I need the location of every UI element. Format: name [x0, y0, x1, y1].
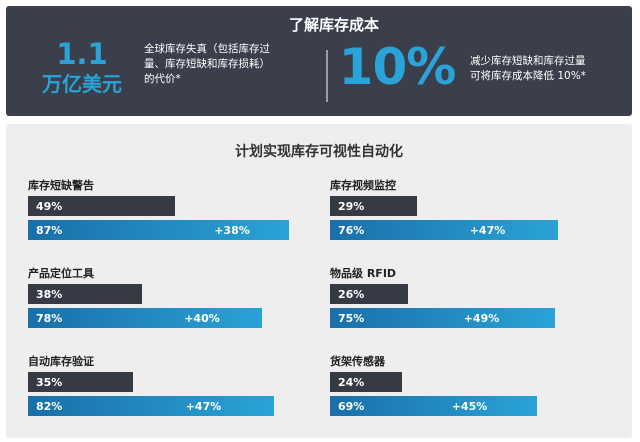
current-bar — [28, 196, 175, 216]
planned-value-label: 82% — [36, 400, 62, 413]
planned-value-label: 87% — [36, 224, 62, 237]
category-label: 库存视频监控 — [330, 178, 396, 192]
current-value-label: 49% — [36, 200, 62, 213]
increase-label: +49% — [464, 312, 500, 325]
chart-panel: 计划实现库存可视性自动化 库存短缺警告 49% 87% +38% 产品定位工具 38% 78… — [6, 124, 632, 438]
global-cost-description: 全球库存失真（包括库存过 量、库存短缺和库存损耗） 的代价* — [144, 42, 316, 87]
chart-title: 计划实现库存可视性自动化 — [235, 144, 403, 160]
global-cost-description-line: 全球库存失真（包括库存过 — [144, 43, 270, 55]
automation-bar-chart: 库存短缺警告 49% 87% +38% 产品定位工具 38% 78% +40% 自动库存验证 35… — [28, 178, 558, 416]
current-bar — [330, 196, 417, 216]
global-cost-value: 1.1 — [56, 37, 108, 71]
current-bar — [330, 372, 402, 392]
category-label: 产品定位工具 — [28, 266, 94, 280]
planned-bar — [330, 396, 537, 416]
category-label: 库存短缺警告 — [28, 178, 94, 192]
planned-bar — [330, 308, 555, 328]
current-value-label: 35% — [36, 376, 62, 389]
increase-label: +45% — [452, 400, 488, 413]
current-bar — [28, 372, 133, 392]
summary-divider — [326, 50, 328, 102]
planned-bar — [330, 220, 558, 240]
current-value-label: 26% — [338, 288, 364, 301]
summary-panel: 了解库存成本 1.1 万亿美元 全球库存失真（包括库存过 量、库存短缺和库存损耗… — [6, 6, 632, 116]
current-value-label: 24% — [338, 376, 364, 389]
planned-bar — [28, 220, 289, 240]
cost-reduction-description-line: 减少库存短缺和库存过量 — [470, 55, 586, 67]
cost-reduction-description: 减少库存短缺和库存过量 可将库存成本降低 10%* — [470, 54, 630, 84]
category-label: 自动库存验证 — [28, 354, 94, 368]
planned-bar — [28, 396, 274, 416]
planned-value-label: 69% — [338, 400, 364, 413]
planned-value-label: 76% — [338, 224, 364, 237]
category-label: 货架传感器 — [329, 354, 386, 368]
current-bar — [330, 284, 408, 304]
planned-bar — [28, 308, 262, 328]
planned-value-label: 75% — [338, 312, 364, 325]
cost-reduction-value: 10% — [338, 38, 457, 96]
increase-label: +40% — [184, 312, 220, 325]
increase-label: +47% — [470, 224, 506, 237]
current-value-label: 29% — [338, 200, 364, 213]
increase-label: +38% — [214, 224, 250, 237]
global-cost-description-line: 量、库存短缺和库存损耗） — [144, 58, 270, 70]
current-bar — [28, 284, 142, 304]
global-cost-unit: 万亿美元 — [42, 72, 122, 96]
category-label: 物品级 RFID — [330, 266, 396, 280]
global-cost-description-line: 的代价* — [144, 73, 181, 85]
planned-value-label: 78% — [36, 312, 62, 325]
cost-reduction-description-line: 可将库存成本降低 10%* — [470, 70, 586, 82]
summary-title: 了解库存成本 — [288, 16, 379, 34]
increase-label: +47% — [186, 400, 222, 413]
current-value-label: 38% — [36, 288, 62, 301]
